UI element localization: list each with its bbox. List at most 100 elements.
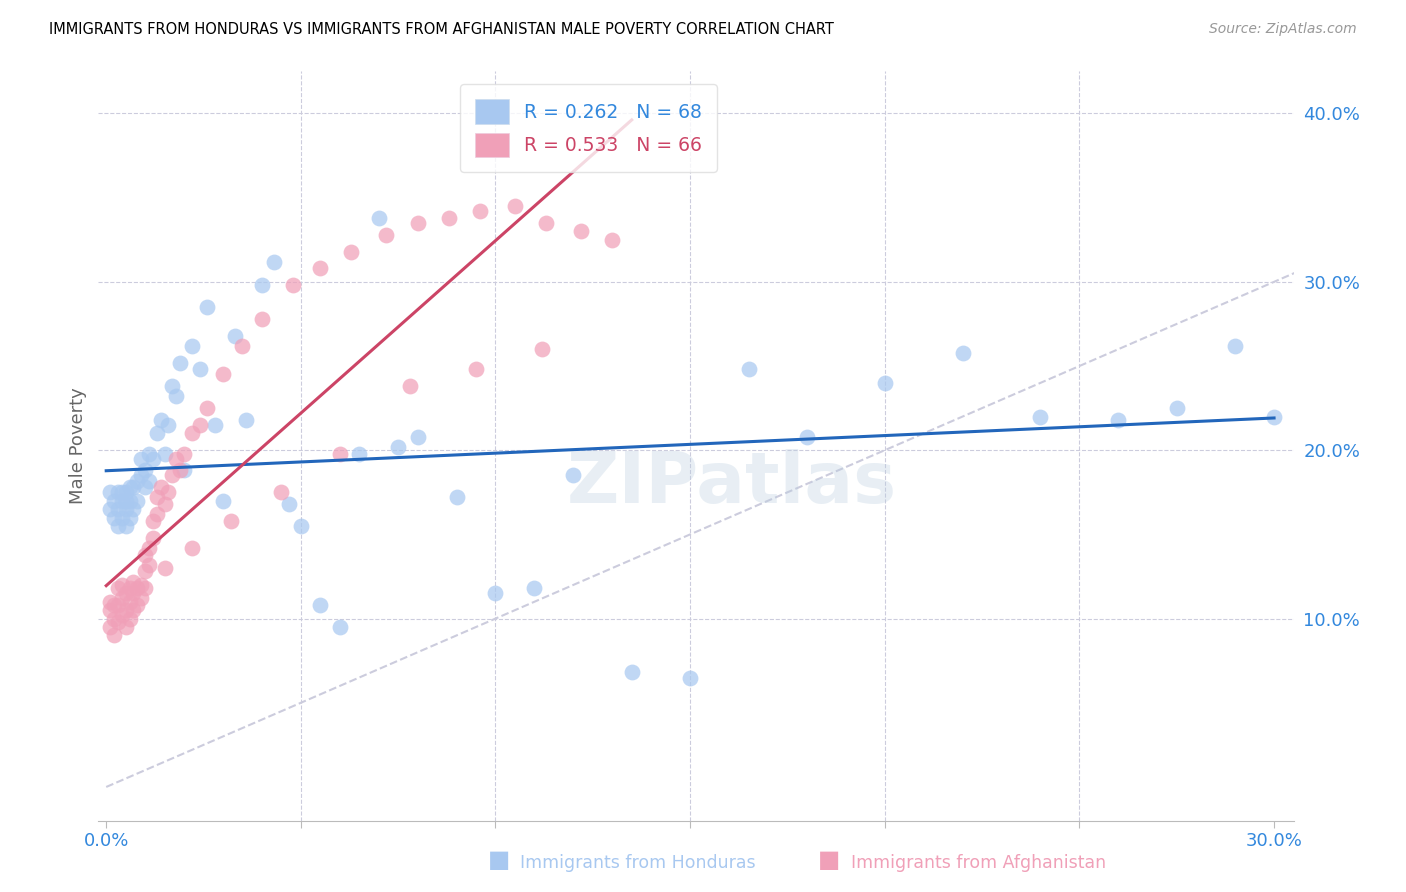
Point: [446, 491, 468, 505]
Point: [212, 493, 235, 508]
Point: [114, 586, 136, 600]
Point: [180, 339, 202, 353]
Point: [406, 430, 429, 444]
Point: [118, 493, 141, 508]
Point: [398, 379, 420, 393]
Legend: R = 0.262   N = 68, R = 0.533   N = 66: R = 0.262 N = 68, R = 0.533 N = 66: [460, 85, 717, 172]
Point: [329, 620, 352, 634]
Point: [98, 620, 121, 634]
Point: [138, 541, 160, 555]
Point: [122, 480, 145, 494]
Point: [600, 233, 623, 247]
Point: [146, 507, 169, 521]
Point: [107, 485, 129, 500]
Point: [503, 199, 526, 213]
Y-axis label: Male Poverty: Male Poverty: [69, 388, 87, 504]
Point: [952, 345, 974, 359]
Point: [149, 413, 172, 427]
Point: [114, 502, 136, 516]
Point: [129, 578, 152, 592]
Point: [465, 362, 488, 376]
Point: [153, 497, 176, 511]
Point: [290, 519, 312, 533]
Point: [107, 502, 129, 516]
Point: [169, 356, 191, 370]
Point: [309, 261, 332, 276]
Point: [127, 582, 149, 596]
Point: [367, 211, 389, 225]
Point: [231, 339, 253, 353]
Point: [468, 204, 491, 219]
Point: [111, 493, 134, 508]
Point: [142, 514, 165, 528]
Point: [118, 480, 141, 494]
Point: [1223, 339, 1246, 353]
Point: [278, 497, 301, 511]
Point: [873, 376, 896, 390]
Point: [114, 620, 136, 634]
Point: [437, 211, 460, 225]
Point: [1107, 413, 1129, 427]
Point: [118, 595, 141, 609]
Point: [122, 574, 145, 589]
Point: [111, 485, 134, 500]
Point: [118, 611, 141, 625]
Point: [329, 446, 352, 460]
Point: [122, 586, 145, 600]
Point: [122, 603, 145, 617]
Point: [219, 514, 242, 528]
Point: [127, 474, 149, 488]
Point: [127, 493, 149, 508]
Point: [103, 628, 125, 642]
Point: [523, 582, 546, 596]
Point: [406, 216, 429, 230]
Point: [134, 548, 156, 562]
Point: [149, 480, 172, 494]
Point: [263, 254, 285, 268]
Point: [111, 578, 134, 592]
Point: [250, 311, 273, 326]
Point: [107, 582, 129, 596]
Text: ■: ■: [818, 848, 841, 872]
Point: [737, 362, 759, 376]
Point: [197, 300, 219, 314]
Point: [796, 430, 818, 444]
Point: [162, 379, 184, 393]
Point: [114, 485, 136, 500]
Point: [157, 417, 180, 432]
Point: [169, 463, 191, 477]
Point: [98, 603, 121, 617]
Point: [562, 468, 585, 483]
Point: [107, 615, 129, 629]
Point: [180, 426, 202, 441]
Point: [146, 426, 169, 441]
Point: [188, 417, 211, 432]
Point: [188, 362, 211, 376]
Point: [1029, 409, 1052, 424]
Point: [270, 485, 292, 500]
Point: [103, 611, 125, 625]
Point: [534, 216, 557, 230]
Point: [569, 224, 592, 238]
Point: [142, 451, 165, 466]
Point: [111, 608, 134, 623]
Point: [107, 519, 129, 533]
Point: [118, 582, 141, 596]
Point: [103, 598, 125, 612]
Point: [349, 446, 371, 460]
Point: [103, 493, 125, 508]
Point: [107, 598, 129, 612]
Point: [134, 582, 156, 596]
Point: [340, 244, 363, 259]
Point: [212, 368, 235, 382]
Text: Source: ZipAtlas.com: Source: ZipAtlas.com: [1209, 22, 1357, 37]
Point: [387, 440, 409, 454]
Point: [98, 485, 121, 500]
Point: [138, 474, 160, 488]
Point: [153, 561, 176, 575]
Point: [531, 342, 554, 356]
Point: [122, 502, 145, 516]
Point: [679, 671, 702, 685]
Point: [118, 510, 141, 524]
Point: [138, 558, 160, 572]
